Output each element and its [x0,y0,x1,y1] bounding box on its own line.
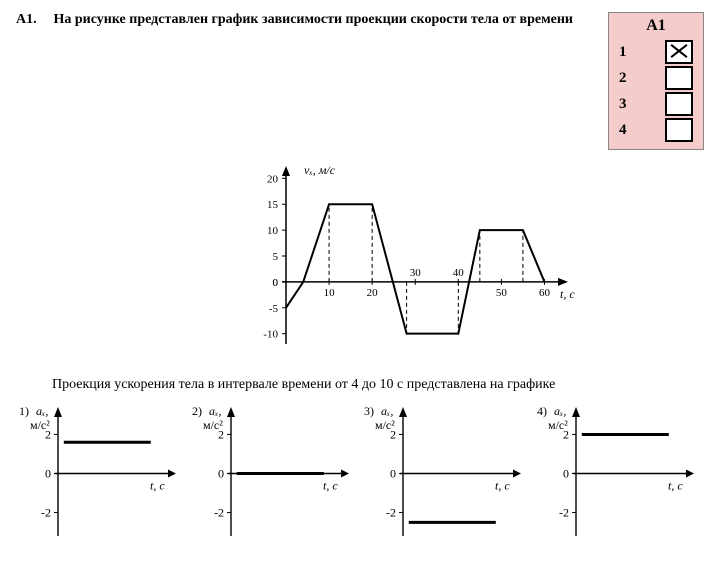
answer-row: 3 [613,91,699,117]
answer-num: 2 [619,70,635,87]
options-row: -2021)aₓ,м/с²t, с-2022)aₓ,м/с²t, с-2023)… [16,401,704,551]
main-chart: -10-5051015201020304050600vₓ, м/сt, с [116,154,704,369]
svg-text:10: 10 [267,225,279,237]
question-block: А1. На рисунке представлен график зависи… [16,12,600,28]
svg-text:2): 2) [192,404,202,418]
svg-text:vₓ, м/с: vₓ, м/с [304,163,336,177]
svg-text:60: 60 [539,287,551,299]
question-text: На рисунке представлен график зависимост… [54,12,574,28]
svg-text:-2: -2 [41,506,51,520]
svg-text:t, с: t, с [668,479,683,493]
svg-text:10: 10 [324,287,336,299]
top-row: А1. На рисунке представлен график зависи… [16,12,704,150]
svg-text:15: 15 [267,199,279,211]
svg-text:3): 3) [364,404,374,418]
sub-question: Проекция ускорения тела в интервале врем… [52,377,704,393]
svg-text:aₓ,: aₓ, [36,404,48,418]
svg-text:1): 1) [19,404,29,418]
svg-text:20: 20 [367,287,379,299]
svg-text:20: 20 [267,173,279,185]
answer-num: 3 [619,96,635,113]
svg-text:aₓ,: aₓ, [209,404,221,418]
svg-text:-5: -5 [269,303,279,315]
answer-row: 2 [613,65,699,91]
svg-text:t, с: t, с [150,479,165,493]
svg-text:aₓ,: aₓ, [381,404,393,418]
svg-text:t, с: t, с [495,479,510,493]
answer-panel-title: А1 [613,17,699,35]
option[interactable]: -2021)aₓ,м/с²t, с [16,401,186,551]
svg-text:30: 30 [410,267,422,279]
svg-text:5: 5 [273,251,279,263]
svg-text:м/с²: м/с² [203,418,223,432]
svg-text:40: 40 [453,267,465,279]
svg-text:м/с²: м/с² [30,418,50,432]
answer-checkbox[interactable] [665,66,693,90]
answer-row: 1 [613,39,699,65]
svg-text:t, с: t, с [560,287,575,301]
svg-text:0: 0 [273,277,279,289]
question-label: А1. [16,12,50,28]
svg-text:50: 50 [496,287,508,299]
svg-text:-2: -2 [559,506,569,520]
answer-checkbox[interactable] [665,92,693,116]
answer-row: 4 [613,117,699,143]
svg-text:-2: -2 [214,506,224,520]
svg-text:aₓ,: aₓ, [554,404,566,418]
svg-text:4): 4) [537,404,547,418]
answer-num: 4 [619,122,635,139]
option[interactable]: -2023)aₓ,м/с²t, с [361,401,531,551]
svg-text:0: 0 [563,467,569,481]
svg-text:0: 0 [390,467,396,481]
answer-checkbox[interactable] [665,40,693,64]
option[interactable]: -2024)aₓ,м/с²t, с [534,401,704,551]
answer-panel: А1 1 2 3 4 [608,12,704,150]
svg-text:м/с²: м/с² [548,418,568,432]
svg-text:м/с²: м/с² [375,418,395,432]
answer-num: 1 [619,44,635,61]
option[interactable]: -2022)aₓ,м/с²t, с [189,401,359,551]
svg-text:0: 0 [218,467,224,481]
svg-text:0: 0 [45,467,51,481]
answer-checkbox[interactable] [665,118,693,142]
svg-text:-10: -10 [263,329,278,341]
svg-text:-2: -2 [386,506,396,520]
svg-text:t, с: t, с [323,479,338,493]
